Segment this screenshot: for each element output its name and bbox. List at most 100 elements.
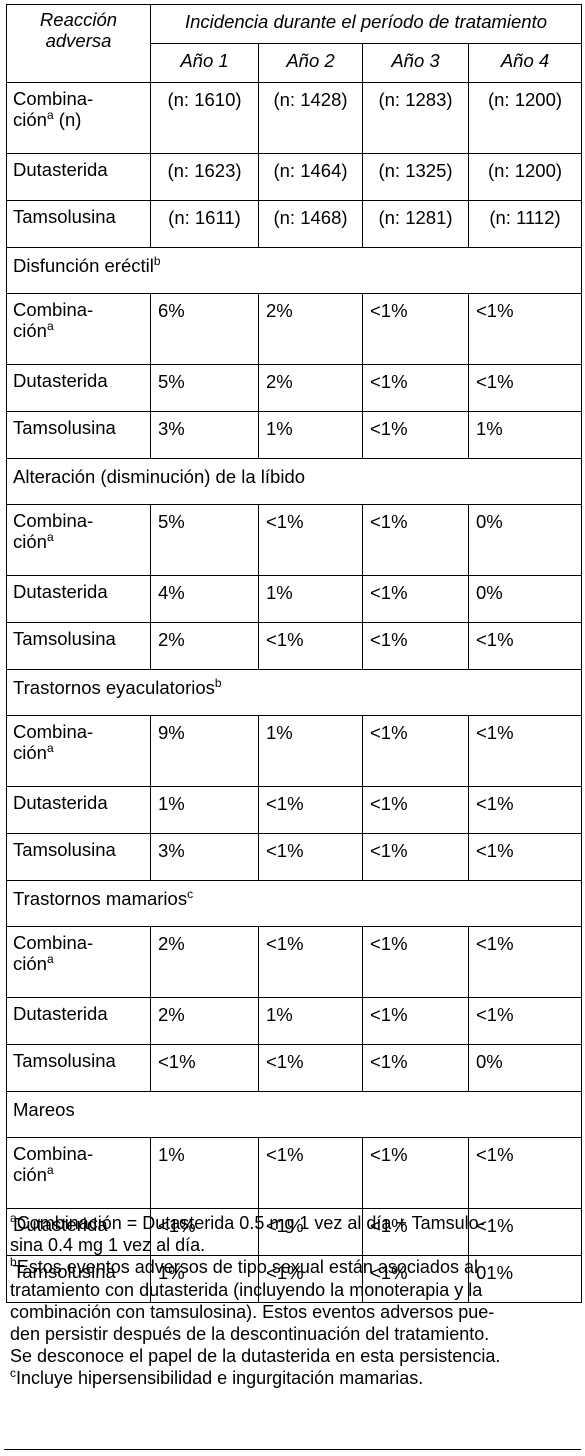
value-cell: 0% bbox=[467, 575, 583, 623]
value-cell: <1% bbox=[258, 1137, 363, 1209]
footnote-line: den persistir después de la descontinuac… bbox=[10, 1323, 578, 1345]
count-cell: (n: 1610) bbox=[150, 82, 259, 154]
section-title: Trastornos mamariosc bbox=[5, 880, 583, 927]
footnote-text: Combinación = Dutasterida 0.5 mg 1 vez a… bbox=[16, 1213, 485, 1233]
value-cell: 1% bbox=[258, 411, 363, 459]
section-title: Mareos bbox=[5, 1091, 583, 1138]
row-label-text: ción bbox=[13, 742, 47, 763]
footnote-mark: a bbox=[46, 319, 54, 333]
value-cell: 3% bbox=[150, 833, 259, 881]
value-cell: <1% bbox=[467, 833, 583, 881]
row-label-text: Dutasterida bbox=[13, 1214, 108, 1235]
value-cell: <1% bbox=[362, 293, 469, 365]
value-cell: <1% bbox=[258, 833, 363, 881]
row-label-text: Tamsolusina bbox=[13, 1050, 116, 1071]
footnote-mark: b bbox=[10, 1255, 17, 1270]
value-cell: 6% bbox=[150, 293, 259, 365]
year-header: Año 1 bbox=[150, 43, 259, 83]
footnotes: aCombinación = Dutasterida 0.5 mg 1 vez … bbox=[10, 1212, 578, 1390]
section-title-text: Trastornos mamarios bbox=[13, 888, 188, 909]
footnote-line: aCombinación = Dutasterida 0.5 mg 1 vez … bbox=[10, 1212, 578, 1234]
value-cell: 1% bbox=[258, 997, 363, 1045]
row-label-cell: Combina-cióna bbox=[6, 504, 151, 576]
header-incidence: Incidencia durante el período de tratami… bbox=[149, 4, 583, 44]
row-label-text: Tamsolusina bbox=[13, 417, 116, 438]
value-cell: <1% bbox=[258, 1208, 363, 1256]
row-label-text: Tamsolusina bbox=[13, 206, 116, 227]
row-label-cell: Tamsolusina bbox=[6, 200, 151, 248]
row-label-cell: Dutasterida bbox=[6, 364, 151, 412]
row-label-cell: Combina-cióna (n) bbox=[6, 82, 151, 154]
value-cell: <1% bbox=[467, 293, 583, 365]
row-label-cell: Dutasterida bbox=[6, 575, 151, 623]
count-cell: (n: 1112) bbox=[467, 200, 583, 248]
row-label-text: ción bbox=[13, 953, 47, 974]
value-cell: 2% bbox=[150, 997, 259, 1045]
value-cell: <1% bbox=[258, 1255, 363, 1303]
value-cell: <1% bbox=[362, 364, 469, 412]
value-cell: <1% bbox=[362, 1044, 469, 1092]
value-cell: <1% bbox=[467, 1137, 583, 1209]
footnote-text: Estos eventos adversos de tipo sexual es… bbox=[16, 1257, 478, 1278]
value-cell: <1% bbox=[362, 1208, 469, 1256]
header-reaction: Reacción adversa bbox=[6, 4, 151, 83]
value-cell: 1% bbox=[258, 715, 363, 787]
value-cell: <1% bbox=[258, 504, 363, 576]
section-row: Disfunción eréctilb bbox=[5, 247, 583, 294]
row-label-text: ción bbox=[13, 109, 47, 130]
value-cell: 1% bbox=[150, 1137, 259, 1209]
row-label-suffix: (n) bbox=[53, 109, 82, 130]
table-row: Combina-cióna 1% <1% <1% <1% bbox=[6, 1137, 583, 1209]
table-body: Combina-cióna (n) (n: 1610) (n: 1428) (n: 1… bbox=[5, 82, 583, 1303]
value-cell: 1% bbox=[258, 575, 363, 623]
count-cell: (n: 1468) bbox=[258, 200, 363, 248]
count-cell: (n: 1623) bbox=[150, 153, 259, 201]
value-cell: <1% bbox=[467, 1208, 583, 1256]
section-row: Mareos bbox=[5, 1091, 583, 1138]
value-cell: <1% bbox=[258, 926, 363, 998]
table-row: Dutasterida 1% <1% <1% <1% bbox=[6, 786, 583, 834]
value-cell: <1% bbox=[362, 575, 469, 623]
value-cell: 3% bbox=[150, 411, 259, 459]
value-cell: <1% bbox=[467, 786, 583, 834]
value-cell: 2% bbox=[150, 622, 259, 670]
value-cell: <1% bbox=[258, 786, 363, 834]
value-cell: 9% bbox=[150, 715, 259, 787]
year-header: Año 2 bbox=[258, 43, 363, 83]
value-cell: <1% bbox=[258, 622, 363, 670]
value-cell: 2% bbox=[258, 293, 363, 365]
row-label-cell: Combina-cióna bbox=[6, 293, 151, 365]
table-row: Combina-cióna 9% 1% <1% <1% bbox=[6, 715, 583, 787]
count-cell: (n: 1611) bbox=[150, 200, 259, 248]
row-label-text: Combina- bbox=[13, 932, 94, 953]
row-label-cell: Tamsolusina bbox=[6, 833, 151, 881]
footnote-mark: a bbox=[46, 952, 54, 966]
row-label-text: Dutasterida bbox=[13, 159, 108, 180]
value-cell: <1% bbox=[362, 997, 469, 1045]
row-label-text: Combina- bbox=[13, 510, 94, 531]
year-header-row: Año 1 Año 2 Año 3 Año 4 bbox=[7, 43, 583, 83]
value-cell: <1% bbox=[467, 715, 583, 787]
table-row: Combina-cióna 2% <1% <1% <1% bbox=[6, 926, 583, 998]
count-cell: (n: 1325) bbox=[362, 153, 469, 201]
value-cell: <1% bbox=[362, 622, 469, 670]
row-label-text: Combina- bbox=[13, 88, 94, 109]
table-row: Dutasterida 4% 1% <1% 0% bbox=[6, 575, 583, 623]
row-label-cell: Combina-cióna bbox=[6, 1137, 151, 1209]
value-cell: <1% bbox=[362, 504, 469, 576]
count-row: Dutasterida (n: 1623) (n: 1464) (n: 1325) (n… bbox=[6, 153, 583, 201]
row-label-text: Dutasterida bbox=[13, 581, 108, 602]
value-cell: 0% bbox=[467, 504, 583, 576]
section-title: Trastornos eyaculatoriosb bbox=[5, 669, 583, 716]
footnote-line: combinación con tamsulosina). Estos even… bbox=[10, 1301, 578, 1323]
section-title-text: Trastornos eyaculatorios bbox=[13, 677, 215, 698]
count-cell: (n: 1428) bbox=[258, 82, 363, 154]
row-label-text: Dutasterida bbox=[13, 1003, 108, 1024]
value-cell: <1% bbox=[150, 1044, 259, 1092]
row-label-cell: Combina-cióna bbox=[6, 926, 151, 998]
footnote-mark: b bbox=[153, 254, 161, 268]
footnote-mark: a bbox=[46, 741, 54, 755]
value-cell: <1% bbox=[362, 1255, 469, 1303]
footnote-mark: c bbox=[187, 887, 194, 901]
count-row: Tamsolusina (n: 1611) (n: 1468) (n: 1281) (n… bbox=[6, 200, 583, 248]
